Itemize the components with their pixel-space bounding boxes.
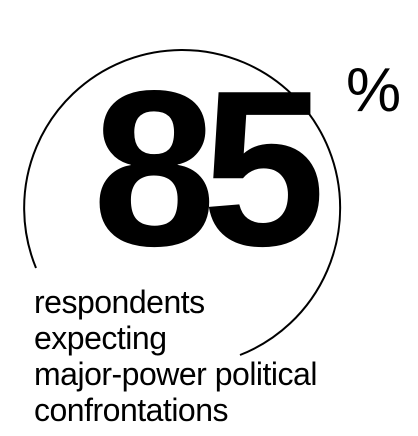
caption-line: major-power political — [34, 356, 317, 392]
caption-line: confrontations — [34, 392, 229, 428]
percent-sign: % — [346, 56, 402, 125]
stat-caption: respondents expecting major-power politi… — [34, 284, 317, 428]
caption-line: expecting — [34, 320, 167, 356]
stat-value: 85 — [92, 45, 326, 293]
caption-line: respondents — [34, 284, 205, 320]
